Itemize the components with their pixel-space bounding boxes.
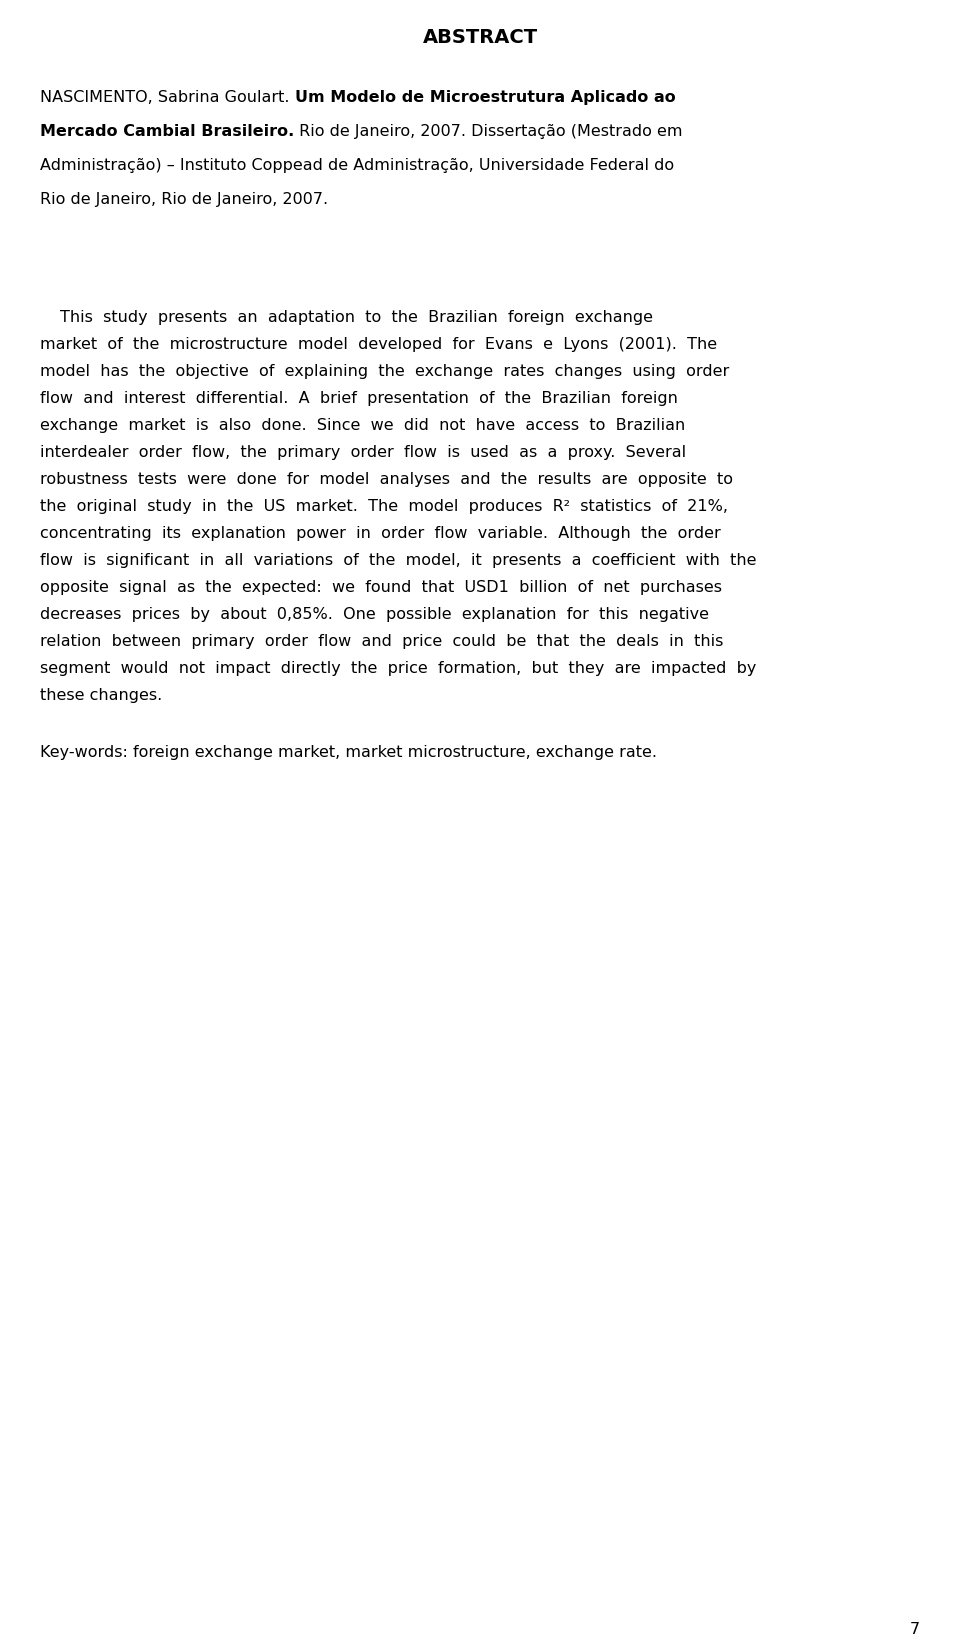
Text: exchange  market  is  also  done.  Since  we  did  not  have  access  to  Brazil: exchange market is also done. Since we d…	[40, 419, 685, 433]
Text: relation  between  primary  order  flow  and  price  could  be  that  the  deals: relation between primary order flow and …	[40, 634, 724, 649]
Text: Administração) – Instituto Coppead de Administração, Universidade Federal do: Administração) – Instituto Coppead de Ad…	[40, 158, 674, 173]
Text: flow  and  interest  differential.  A  brief  presentation  of  the  Brazilian  : flow and interest differential. A brief …	[40, 391, 678, 405]
Text: ABSTRACT: ABSTRACT	[422, 28, 538, 48]
Text: Rio de Janeiro, 2007. Dissertação (Mestrado em: Rio de Janeiro, 2007. Dissertação (Mestr…	[295, 124, 683, 138]
Text: concentrating  its  explanation  power  in  order  flow  variable.  Although  th: concentrating its explanation power in o…	[40, 526, 721, 541]
Text: market  of  the  microstructure  model  developed  for  Evans  e  Lyons  (2001).: market of the microstructure model devel…	[40, 336, 717, 353]
Text: 7: 7	[910, 1622, 920, 1636]
Text: Mercado Cambial Brasileiro.: Mercado Cambial Brasileiro.	[40, 124, 295, 138]
Text: the  original  study  in  the  US  market.  The  model  produces  R²  statistics: the original study in the US market. The…	[40, 499, 728, 514]
Text: opposite  signal  as  the  expected:  we  found  that  USD1  billion  of  net  p: opposite signal as the expected: we foun…	[40, 580, 722, 595]
Text: these changes.: these changes.	[40, 687, 162, 704]
Text: segment  would  not  impact  directly  the  price  formation,  but  they  are  i: segment would not impact directly the pr…	[40, 661, 756, 676]
Text: Key-words: foreign exchange market, market microstructure, exchange rate.: Key-words: foreign exchange market, mark…	[40, 745, 657, 760]
Text: interdealer  order  flow,  the  primary  order  flow  is  used  as  a  proxy.  S: interdealer order flow, the primary orde…	[40, 445, 686, 460]
Text: Rio de Janeiro, Rio de Janeiro, 2007.: Rio de Janeiro, Rio de Janeiro, 2007.	[40, 193, 328, 208]
Text: robustness  tests  were  done  for  model  analyses  and  the  results  are  opp: robustness tests were done for model ana…	[40, 471, 733, 488]
Text: Um Modelo de Microestrutura Aplicado ao: Um Modelo de Microestrutura Aplicado ao	[295, 91, 676, 105]
Text: This  study  presents  an  adaptation  to  the  Brazilian  foreign  exchange: This study presents an adaptation to the…	[60, 310, 653, 325]
Text: flow  is  significant  in  all  variations  of  the  model,  it  presents  a  co: flow is significant in all variations of…	[40, 554, 756, 569]
Text: NASCIMENTO, Sabrina Goulart.: NASCIMENTO, Sabrina Goulart.	[40, 91, 295, 105]
Text: decreases  prices  by  about  0,85%.  One  possible  explanation  for  this  neg: decreases prices by about 0,85%. One pos…	[40, 606, 709, 621]
Text: model  has  the  objective  of  explaining  the  exchange  rates  changes  using: model has the objective of explaining th…	[40, 364, 730, 379]
